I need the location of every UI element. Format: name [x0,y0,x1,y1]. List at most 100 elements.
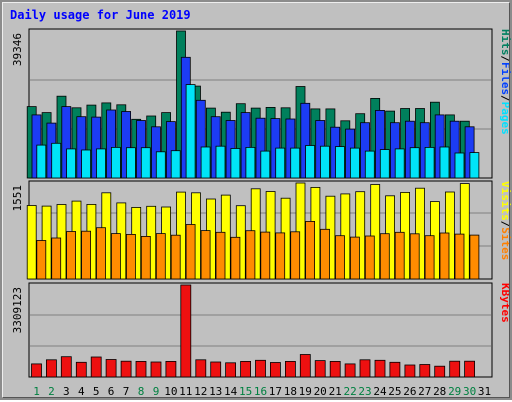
bar-pages-day-5 [96,148,106,179]
bar-kbytes-day-5 [90,356,102,378]
bar-kbytes-day-3 [60,356,72,378]
bar-sites-day-28 [439,232,450,280]
bar-kbytes-day-14 [225,362,237,378]
bar-sites-day-10 [170,234,181,280]
legend-item-files: Files [499,62,512,95]
x-tick-label-day-4: 4 [78,385,85,398]
legend-item-sites: Sites [499,227,512,260]
bar-pages-day-1 [36,144,47,179]
bar-sites-day-19 [305,220,316,280]
x-tick-label-day-5: 5 [93,385,100,398]
x-tick-label-day-15: 15 [239,385,252,398]
bar-sites-day-30 [469,234,480,280]
bar-kbytes-day-7 [120,360,132,378]
bar-sites-day-24 [379,233,390,280]
bar-kbytes-day-26 [404,364,416,378]
bar-sites-day-1 [36,240,47,280]
bar-pages-day-6 [111,146,121,179]
x-tick-label-day-11: 11 [179,385,192,398]
x-tick-label-day-3: 3 [63,385,70,398]
x-tick-label-day-2: 2 [48,385,55,398]
x-tick-label-day-26: 26 [403,385,416,398]
bar-kbytes-day-1 [31,363,42,378]
bar-sites-day-13 [215,231,226,280]
bar-kbytes-day-17 [269,362,281,378]
bar-sites-day-15 [245,230,256,280]
bar-pages-day-17 [275,147,286,179]
bar-sites-day-17 [275,232,286,280]
x-tick-label-day-6: 6 [108,385,115,398]
bar-visits-day-24 [370,184,381,280]
x-tick-label-day-14: 14 [224,385,238,398]
bar-pages-day-9 [155,151,166,179]
bar-pages-day-2 [51,142,62,179]
bar-sites-day-5 [96,227,106,280]
bar-kbytes-day-11 [180,284,192,378]
x-tick-label-day-8: 8 [138,385,145,398]
x-tick-label-day-21: 21 [329,385,342,398]
bar-kbytes-day-2 [46,359,57,378]
bar-kbytes-day-13 [210,361,222,378]
x-tick-label-day-30: 30 [463,385,476,398]
bar-sites-day-9 [155,233,166,280]
x-tick-label-day-16: 16 [254,385,267,398]
x-tick-label-day-25: 25 [388,385,401,398]
bar-sites-day-8 [140,235,151,280]
bar-kbytes-day-30 [464,360,476,378]
bar-sites-day-21 [335,235,345,280]
bar-kbytes-day-8 [135,360,147,378]
bar-sites-day-14 [230,236,241,280]
x-tick-label-day-9: 9 [153,385,160,398]
x-tick-label-day-22: 22 [343,385,356,398]
x-tick-label-day-20: 20 [314,385,327,398]
x-tick-label-day-13: 13 [209,385,222,398]
bar-kbytes-day-23 [359,359,371,378]
y-max-label-kbytes: 3309123 [11,287,24,333]
bar-pages-day-27 [424,146,435,179]
x-tick-label-day-19: 19 [299,385,312,398]
bar-pages-day-11 [185,84,196,179]
bar-kbytes-day-10 [165,360,177,378]
bar-pages-day-14 [230,148,241,179]
x-tick-label-day-28: 28 [433,385,446,398]
bar-kbytes-day-28 [434,365,446,378]
bar-kbytes-day-9 [150,361,162,378]
bar-sites-day-12 [200,230,211,280]
bar-kbytes-day-15 [240,360,252,378]
bar-kbytes-day-6 [105,359,117,378]
x-tick-label-day-1: 1 [33,385,40,398]
bar-sites-day-22 [349,236,360,280]
bar-sites-day-27 [424,235,435,280]
bar-pages-day-19 [305,145,316,179]
legend-item-slash: / [499,221,512,228]
bar-pages-day-22 [349,147,360,179]
bar-visits-day-30 [459,183,470,280]
bar-pages-day-4 [81,149,91,179]
bar-sites-day-20 [320,228,330,280]
bar-pages-day-16 [260,150,271,179]
bar-kbytes-day-4 [75,361,87,378]
bar-pages-day-18 [290,147,301,179]
bar-kbytes-day-19 [299,354,311,378]
x-tick-label-day-12: 12 [194,385,207,398]
bar-kbytes-day-29 [449,360,461,378]
x-tick-label-day-7: 7 [123,385,130,398]
bar-visits-day-19 [295,182,306,280]
bar-sites-day-25 [394,231,405,280]
x-tick-label-day-27: 27 [418,385,431,398]
bar-pages-day-28 [439,146,450,179]
bar-kbytes-day-20 [314,360,326,378]
bar-pages-day-13 [215,145,226,179]
bar-kbytes-day-25 [389,361,401,378]
bar-pages-day-3 [66,148,76,179]
bar-sites-day-4 [81,230,91,280]
bar-kbytes-day-18 [284,360,296,378]
bar-kbytes-day-21 [329,360,341,378]
x-tick-label-day-24: 24 [373,385,387,398]
bar-pages-day-24 [379,149,390,179]
legend-item-hits: Hits [499,29,512,56]
x-tick-label-day-23: 23 [358,385,371,398]
legend-item-visits: Visits [499,181,512,221]
bar-pages-day-21 [335,146,345,179]
